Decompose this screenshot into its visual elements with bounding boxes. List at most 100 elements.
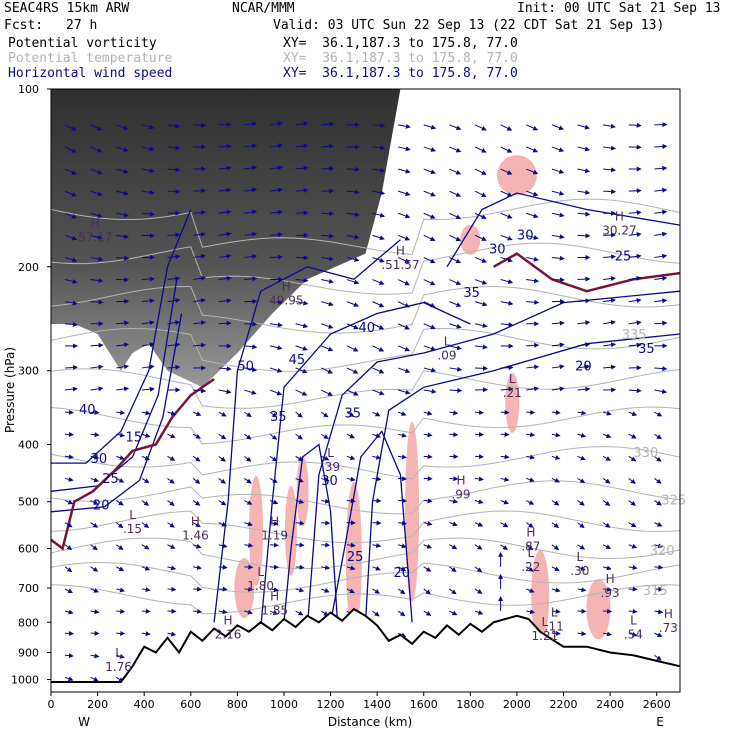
wind-vector <box>449 234 462 242</box>
wind-vector <box>602 478 611 484</box>
wind-vector <box>192 522 201 528</box>
east-label: E <box>656 715 664 729</box>
wind-vector <box>269 389 283 396</box>
wind-vector <box>449 212 462 219</box>
wind-vector <box>603 276 616 282</box>
wind-vector <box>64 676 74 682</box>
wind-vector <box>449 544 458 550</box>
wind-vector <box>64 630 74 636</box>
wind-vector <box>372 256 385 263</box>
theta-label: 325 <box>661 493 686 508</box>
wind-vector <box>244 231 258 237</box>
wind-vector <box>64 609 74 615</box>
wind-vector <box>551 630 561 636</box>
wind-vector <box>116 146 129 152</box>
wind-vector <box>141 276 155 282</box>
wind-vector <box>90 432 100 438</box>
wind-vector <box>167 455 176 461</box>
wind-vector <box>449 566 457 573</box>
extremum-marker: H <box>615 210 624 224</box>
wind-vector <box>628 543 638 549</box>
extremum-marker: L <box>576 550 583 564</box>
wind-vector <box>526 278 540 284</box>
wind-vector <box>474 365 488 371</box>
wind-vector <box>244 276 258 282</box>
wind-vector <box>372 345 385 352</box>
wind-vector <box>551 386 565 392</box>
wind-vector <box>193 210 207 216</box>
wind-vector <box>269 232 283 238</box>
wind-speed-label: 30 <box>91 452 108 467</box>
pv-pink-patch <box>249 475 264 586</box>
x-tick-label: 2600 <box>643 698 671 711</box>
wind-vector <box>321 121 335 127</box>
wind-vector <box>321 565 331 570</box>
wind-vector <box>449 498 459 504</box>
wind-vector <box>116 432 126 438</box>
wind-vector <box>577 233 591 239</box>
wind-vector <box>218 455 226 462</box>
wind-vector <box>295 520 305 526</box>
theta-contour <box>51 584 680 615</box>
extremum-value: .87 <box>521 539 540 553</box>
wind-vector <box>654 632 663 638</box>
wind-vector <box>321 588 330 593</box>
wind-vector <box>474 499 484 505</box>
wind-vector <box>116 342 130 348</box>
extremum-marker: H <box>282 280 291 294</box>
extremum-marker: H <box>396 244 405 258</box>
wind-vector <box>295 210 309 216</box>
wind-vector <box>397 323 410 330</box>
wind-vector <box>90 676 99 682</box>
extremum-value: .30 <box>570 564 589 578</box>
wind-vector <box>474 476 484 482</box>
extremum-marker: L <box>551 606 558 620</box>
wind-vector <box>64 279 78 284</box>
wind-vector <box>167 254 181 260</box>
wind-vector <box>526 299 540 305</box>
wind-vector <box>64 300 78 306</box>
wind-vector <box>654 654 662 661</box>
wind-vector <box>372 167 386 173</box>
wind-vector <box>551 212 565 218</box>
wind-vector <box>654 522 663 527</box>
wind-vector <box>321 520 331 526</box>
wind-vector <box>141 478 150 484</box>
wind-vector <box>628 411 638 416</box>
wind-vector <box>141 433 151 438</box>
wind-vector <box>602 522 611 528</box>
wind-vector <box>269 521 279 526</box>
wind-speed-label: 15 <box>126 430 143 445</box>
wind-vector <box>603 586 613 592</box>
wind-vector <box>218 231 232 237</box>
wind-vector <box>397 190 411 196</box>
wind-vector <box>64 566 73 573</box>
wind-vector <box>269 433 278 440</box>
pv-pink-patch <box>296 456 309 527</box>
wind-vector <box>321 323 334 329</box>
wind-vector <box>500 499 510 505</box>
plot-frame <box>50 88 681 693</box>
wind-vector <box>372 543 382 548</box>
field-wind-name: Horizontal wind speed <box>8 66 173 81</box>
theta-contour <box>51 368 680 409</box>
wind-vector <box>628 320 642 326</box>
wind-vector <box>141 544 150 550</box>
wind-vector <box>628 478 636 484</box>
wind-vector <box>167 586 177 592</box>
wind-vector <box>551 320 565 326</box>
wind-vector <box>167 123 181 129</box>
wind-vector <box>474 279 488 285</box>
extremum-marker: L <box>444 335 451 349</box>
wind-vector <box>577 522 585 529</box>
wind-vector <box>372 411 381 417</box>
wind-vector <box>90 168 103 175</box>
wind-vector <box>193 122 207 128</box>
wind-vector <box>269 587 279 593</box>
wind-vector <box>116 364 130 370</box>
extremum-marker: H <box>270 589 279 603</box>
wind-vector <box>423 168 436 175</box>
wind-vector <box>116 168 129 174</box>
wind-vector <box>423 301 436 308</box>
y-tick-label: 300 <box>18 365 39 378</box>
